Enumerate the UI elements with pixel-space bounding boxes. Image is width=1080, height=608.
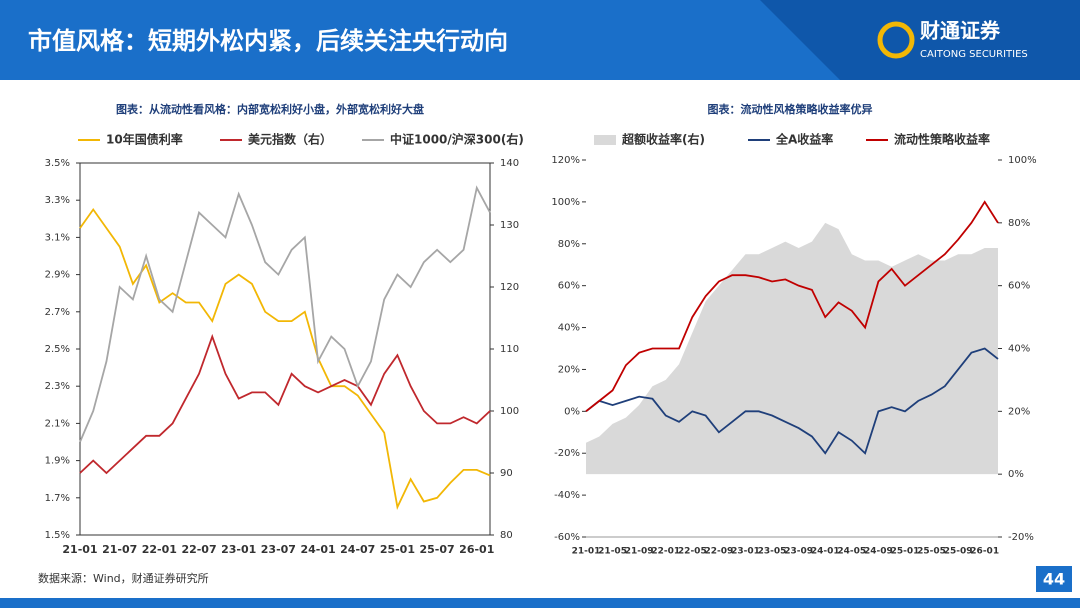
y-tick-label: 2.7% — [45, 307, 70, 318]
y2-tick-label: 80 — [500, 530, 513, 541]
x-tick-label: 25-01 — [380, 543, 415, 556]
y2-tick-label: 20% — [1008, 406, 1030, 417]
x-tick-label: 21-01 — [62, 543, 97, 556]
source-note: 数据来源：Wind，财通证券研究所 — [38, 571, 209, 585]
chart-title: 图表：流动性风格策略收益率优异 — [708, 102, 873, 116]
legend-swatch — [594, 135, 616, 145]
x-tick-label: 26-01 — [459, 543, 494, 556]
slide-title: 市值风格：短期外松内紧，后续关注央行动向 — [28, 27, 508, 55]
footer-bar — [0, 598, 1080, 608]
line — [585, 347, 999, 455]
y-tick-label: 60% — [558, 281, 580, 292]
x-tick-label: 23-01 — [731, 547, 760, 557]
y2-tick-label: 120 — [500, 282, 519, 293]
y-tick-label: -20% — [554, 448, 580, 459]
x-tick-label: 24-07 — [340, 543, 375, 556]
y2-tick-label: 40% — [1008, 344, 1030, 355]
logo-cn: 财通证券 — [920, 19, 1001, 43]
x-tick-label: 22-01 — [142, 543, 177, 556]
x-tick-label: 22-01 — [651, 547, 680, 557]
x-tick-label: 22-07 — [181, 543, 216, 556]
x-tick-label: 23-05 — [758, 547, 787, 557]
header-accent — [760, 0, 1080, 80]
y-tick-label: 100% — [551, 197, 580, 208]
x-tick-label: 24-09 — [864, 547, 893, 557]
plot-frame — [79, 162, 491, 536]
x-tick-label: 25-09 — [944, 547, 973, 557]
line — [79, 185, 491, 443]
y2-tick-label: 100 — [500, 406, 519, 417]
y2-tick-label: 0% — [1008, 469, 1024, 480]
x-tick-label: 25-01 — [891, 547, 920, 557]
legend-label: 超额收益率(右) — [621, 132, 705, 147]
x-tick-label: 23-07 — [261, 543, 296, 556]
x-tick-label: 22-05 — [678, 547, 707, 557]
y-tick-label: -60% — [554, 532, 580, 543]
y2-tick-label: 140 — [500, 158, 519, 169]
x-tick-label: 24-05 — [837, 547, 866, 557]
y-tick-label: 40% — [558, 323, 580, 334]
x-tick-label: 24-01 — [811, 547, 840, 557]
y2-tick-label: 130 — [500, 220, 519, 231]
y-tick-label: 2.9% — [45, 270, 70, 281]
line — [585, 200, 999, 413]
page-number-box — [1036, 566, 1072, 592]
x-tick-label: 24-01 — [300, 543, 335, 556]
y2-tick-label: -20% — [1008, 532, 1034, 543]
x-tick-label: 21-01 — [572, 547, 601, 557]
y-tick-label: 2.5% — [45, 344, 70, 355]
x-tick-label: 23-09 — [784, 547, 813, 557]
y-tick-label: 3.1% — [45, 232, 70, 243]
y-tick-label: 120% — [551, 155, 580, 166]
y-tick-label: 2.1% — [45, 418, 70, 429]
line — [79, 207, 491, 511]
x-tick-label: 22-09 — [705, 547, 734, 557]
legend-label: 10年国债利率 — [106, 132, 183, 147]
y-tick-label: 20% — [558, 364, 580, 375]
legend-label: 流动性策略收益率 — [894, 132, 990, 147]
x-tick-label: 21-05 — [598, 547, 627, 557]
y-tick-label: 80% — [558, 239, 580, 250]
y-tick-label: 1.7% — [45, 493, 70, 504]
y-tick-label: 0% — [564, 406, 580, 417]
y-tick-label: 2.3% — [45, 381, 70, 392]
x-tick-label: 21-09 — [625, 547, 654, 557]
y-tick-label: 3.5% — [45, 158, 70, 169]
y-tick-label: 1.5% — [45, 530, 70, 541]
legend-label: 美元指数（右） — [248, 132, 332, 147]
x-tick-label: 21-07 — [102, 543, 137, 556]
y-tick-label: 1.9% — [45, 456, 70, 467]
y2-tick-label: 90 — [500, 468, 513, 479]
x-tick-label: 25-05 — [917, 547, 946, 557]
logo-icon — [877, 21, 915, 59]
area — [586, 222, 998, 475]
x-tick-label: 23-01 — [221, 543, 256, 556]
y-tick-label: -40% — [554, 490, 580, 501]
logo-en: CAITONG SECURITIES — [920, 49, 1028, 60]
line — [79, 333, 491, 475]
y2-tick-label: 100% — [1008, 155, 1037, 166]
page-number: 44 — [1043, 570, 1065, 589]
x-tick-label: 26-01 — [970, 547, 999, 557]
y2-tick-label: 110 — [500, 344, 519, 355]
legend-label: 全A收益率 — [775, 132, 833, 147]
chart-title: 图表：从流动性看风格：内部宽松利好小盘，外部宽松利好大盘 — [116, 102, 424, 116]
y2-tick-label: 60% — [1008, 281, 1030, 292]
y2-tick-label: 80% — [1008, 218, 1030, 229]
legend-label: 中证1000/沪深300(右) — [390, 132, 524, 147]
x-tick-label: 25-07 — [420, 543, 455, 556]
y-tick-label: 3.3% — [45, 195, 70, 206]
